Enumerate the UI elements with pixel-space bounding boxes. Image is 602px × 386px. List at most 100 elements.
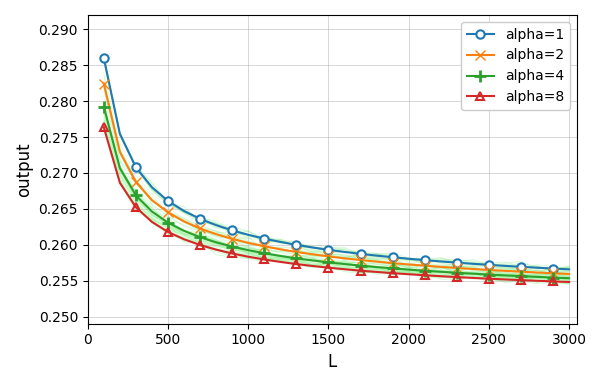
alpha=8 [100,125,107,130]
alpha=4 [148,209,155,214]
alpha=2 [181,219,188,224]
alpha=2 [517,269,524,274]
alpha=1 [341,250,348,254]
alpha=8 [261,257,268,262]
alpha=1 [421,258,429,262]
alpha=2 [373,259,380,264]
alpha=8 [533,278,541,283]
alpha=2 [357,258,364,262]
alpha=1 [181,209,188,213]
alpha=1 [261,236,268,241]
alpha=4 [261,251,268,256]
alpha=2 [325,254,332,259]
alpha=2 [533,270,541,275]
alpha=4 [373,265,380,269]
alpha=4 [132,193,140,198]
alpha=4 [357,263,364,268]
alpha=8 [213,247,220,252]
alpha=4 [565,276,573,281]
alpha=2 [293,250,300,254]
alpha=2 [116,149,123,154]
alpha=2 [148,198,155,202]
alpha=1 [116,132,123,136]
alpha=1 [405,256,412,261]
alpha=1 [244,232,252,237]
alpha=1 [565,267,573,272]
alpha=8 [485,276,492,281]
alpha=4 [181,229,188,233]
alpha=4 [550,275,557,280]
alpha=8 [405,272,412,276]
alpha=1 [453,260,461,265]
alpha=1 [213,223,220,227]
alpha=4 [453,271,461,275]
alpha=8 [229,251,236,256]
alpha=4 [213,240,220,245]
alpha=4 [277,254,284,258]
alpha=8 [309,264,316,268]
alpha=2 [100,81,107,86]
alpha=8 [357,268,364,273]
alpha=4 [325,260,332,265]
alpha=4 [244,248,252,252]
alpha=4 [116,166,123,170]
alpha=4 [309,258,316,263]
X-axis label: L: L [328,353,337,371]
alpha=4 [533,274,541,279]
alpha=1 [357,252,364,256]
alpha=4 [293,256,300,261]
alpha=8 [181,237,188,242]
alpha=8 [148,220,155,224]
alpha=1 [229,228,236,233]
alpha=8 [517,278,524,283]
alpha=1 [293,242,300,247]
alpha=8 [421,273,429,278]
alpha=2 [277,247,284,252]
alpha=4 [501,273,509,278]
alpha=1 [132,165,140,169]
alpha=1 [517,264,524,269]
alpha=2 [389,261,396,266]
alpha=1 [148,185,155,190]
alpha=8 [437,274,444,279]
alpha=4 [485,272,492,277]
alpha=4 [421,268,429,273]
alpha=4 [437,269,444,274]
Y-axis label: output: output [15,142,33,197]
alpha=8 [132,205,140,210]
alpha=2 [501,269,509,273]
alpha=8 [196,243,203,247]
alpha=4 [229,244,236,249]
alpha=2 [213,232,220,237]
alpha=2 [550,271,557,276]
alpha=1 [164,199,172,203]
Line: alpha=2: alpha=2 [99,79,574,279]
Legend: alpha=1, alpha=2, alpha=4, alpha=8: alpha=1, alpha=2, alpha=4, alpha=8 [461,22,570,110]
alpha=1 [485,262,492,267]
alpha=8 [373,270,380,274]
Line: alpha=4: alpha=4 [98,101,575,284]
alpha=8 [164,230,172,234]
alpha=1 [196,217,203,221]
alpha=1 [373,253,380,258]
Line: alpha=1: alpha=1 [100,54,573,274]
alpha=4 [164,220,172,225]
alpha=4 [341,262,348,266]
alpha=1 [437,259,444,264]
alpha=8 [244,254,252,259]
alpha=4 [389,266,396,271]
Line: alpha=8: alpha=8 [100,123,573,286]
alpha=8 [389,271,396,276]
alpha=8 [116,180,123,185]
alpha=2 [132,180,140,185]
alpha=4 [517,274,524,278]
alpha=4 [100,104,107,109]
alpha=1 [533,266,541,270]
alpha=1 [100,56,107,60]
alpha=2 [453,266,461,270]
alpha=8 [469,276,476,280]
alpha=1 [550,266,557,271]
alpha=8 [501,277,509,282]
alpha=2 [244,240,252,245]
alpha=2 [421,263,429,268]
